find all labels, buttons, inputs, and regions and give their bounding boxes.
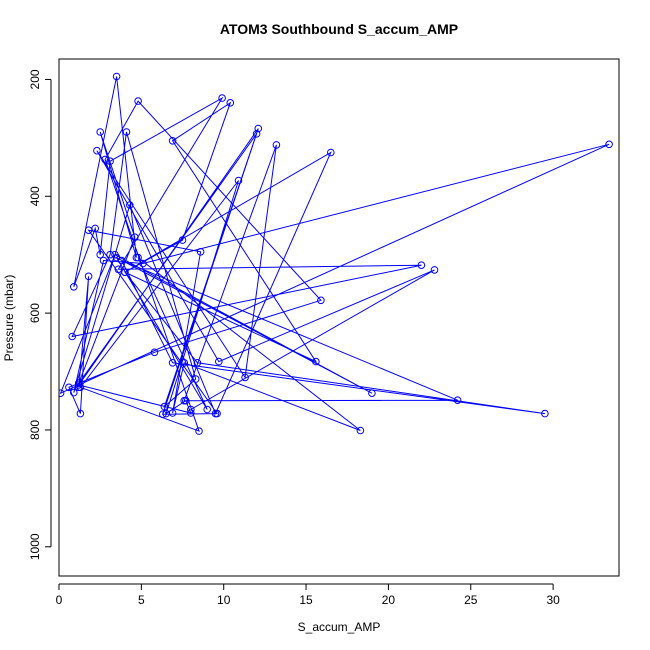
data-point [70,388,78,397]
data-point [139,259,147,268]
x-tick-label: 5 [138,593,145,607]
data-point [168,409,177,417]
plot-area [59,72,613,435]
chart-title: ATOM3 Southbound S_accum_AMP [220,21,458,37]
data-point [159,410,167,419]
x-tick-label: 0 [56,593,63,607]
data-point [168,359,177,367]
data-point [605,140,613,149]
y-tick-label: 1000 [28,533,42,560]
data-point [453,396,462,405]
data-point [59,389,65,397]
x-tick-label: 20 [382,593,396,607]
y-tick-label: 600 [28,303,42,323]
data-point [111,250,119,259]
y-axis-label: Pressure (mbar) [2,275,16,362]
data-point [356,426,365,435]
data-point [99,256,108,265]
x-axis-label: S_accum_AMP [298,620,381,634]
x-axis: 0 5 10 15 20 25 30 [56,583,560,607]
y-tick-label: 800 [28,420,42,440]
data-point [327,148,335,157]
data-point [180,396,188,405]
data-point [193,359,202,367]
data-point [430,266,439,274]
data-point [312,357,320,366]
data-point [76,409,85,418]
data-point [75,379,83,388]
data-point [150,348,159,357]
data-point [317,296,325,305]
data-point [218,94,226,102]
data-point [131,233,139,241]
data-point [114,265,123,274]
data-point [191,375,200,383]
y-axis: 200 400 600 800 1000 [28,69,52,560]
data-point [93,146,101,155]
data-point [417,261,426,270]
data-point [215,357,223,366]
x-tick-label: 10 [217,593,231,607]
data-point [196,248,205,256]
y-tick-label: 200 [28,69,42,89]
data-point [70,283,78,291]
x-tick-label: 15 [299,593,313,607]
data-point [122,128,131,136]
data-point [203,405,211,414]
series-lines [59,76,610,432]
series-points [59,72,613,435]
data-point [84,272,93,281]
plot-frame [58,58,620,577]
data-point [195,427,203,435]
data-point [254,124,263,133]
data-point [368,389,376,398]
data-point [96,250,104,259]
data-point [168,137,177,145]
data-point [160,402,169,411]
data-point [211,409,220,418]
series-line [59,76,610,432]
data-point [541,409,549,418]
data-point [180,359,188,367]
data-point [134,253,142,262]
data-point [187,405,195,414]
data-point [234,176,243,185]
data-point [121,268,129,277]
data-point [226,99,235,107]
data-point [68,332,76,341]
data-point [252,130,261,138]
data-point [101,155,109,164]
data-point [106,250,114,259]
x-tick-label: 30 [546,593,560,607]
data-point [178,236,187,244]
data-point [76,383,85,392]
data-point [106,157,114,165]
data-point [241,373,249,382]
data-point [187,409,195,417]
data-point [134,97,142,105]
data-point [272,141,281,149]
data-point [84,226,93,234]
data-point [65,383,73,392]
data-point [126,201,134,209]
y-tick-label: 400 [28,186,42,206]
x-tick-label: 25 [464,593,478,607]
data-point [112,72,121,81]
data-point [96,128,104,136]
data-point [117,256,126,265]
